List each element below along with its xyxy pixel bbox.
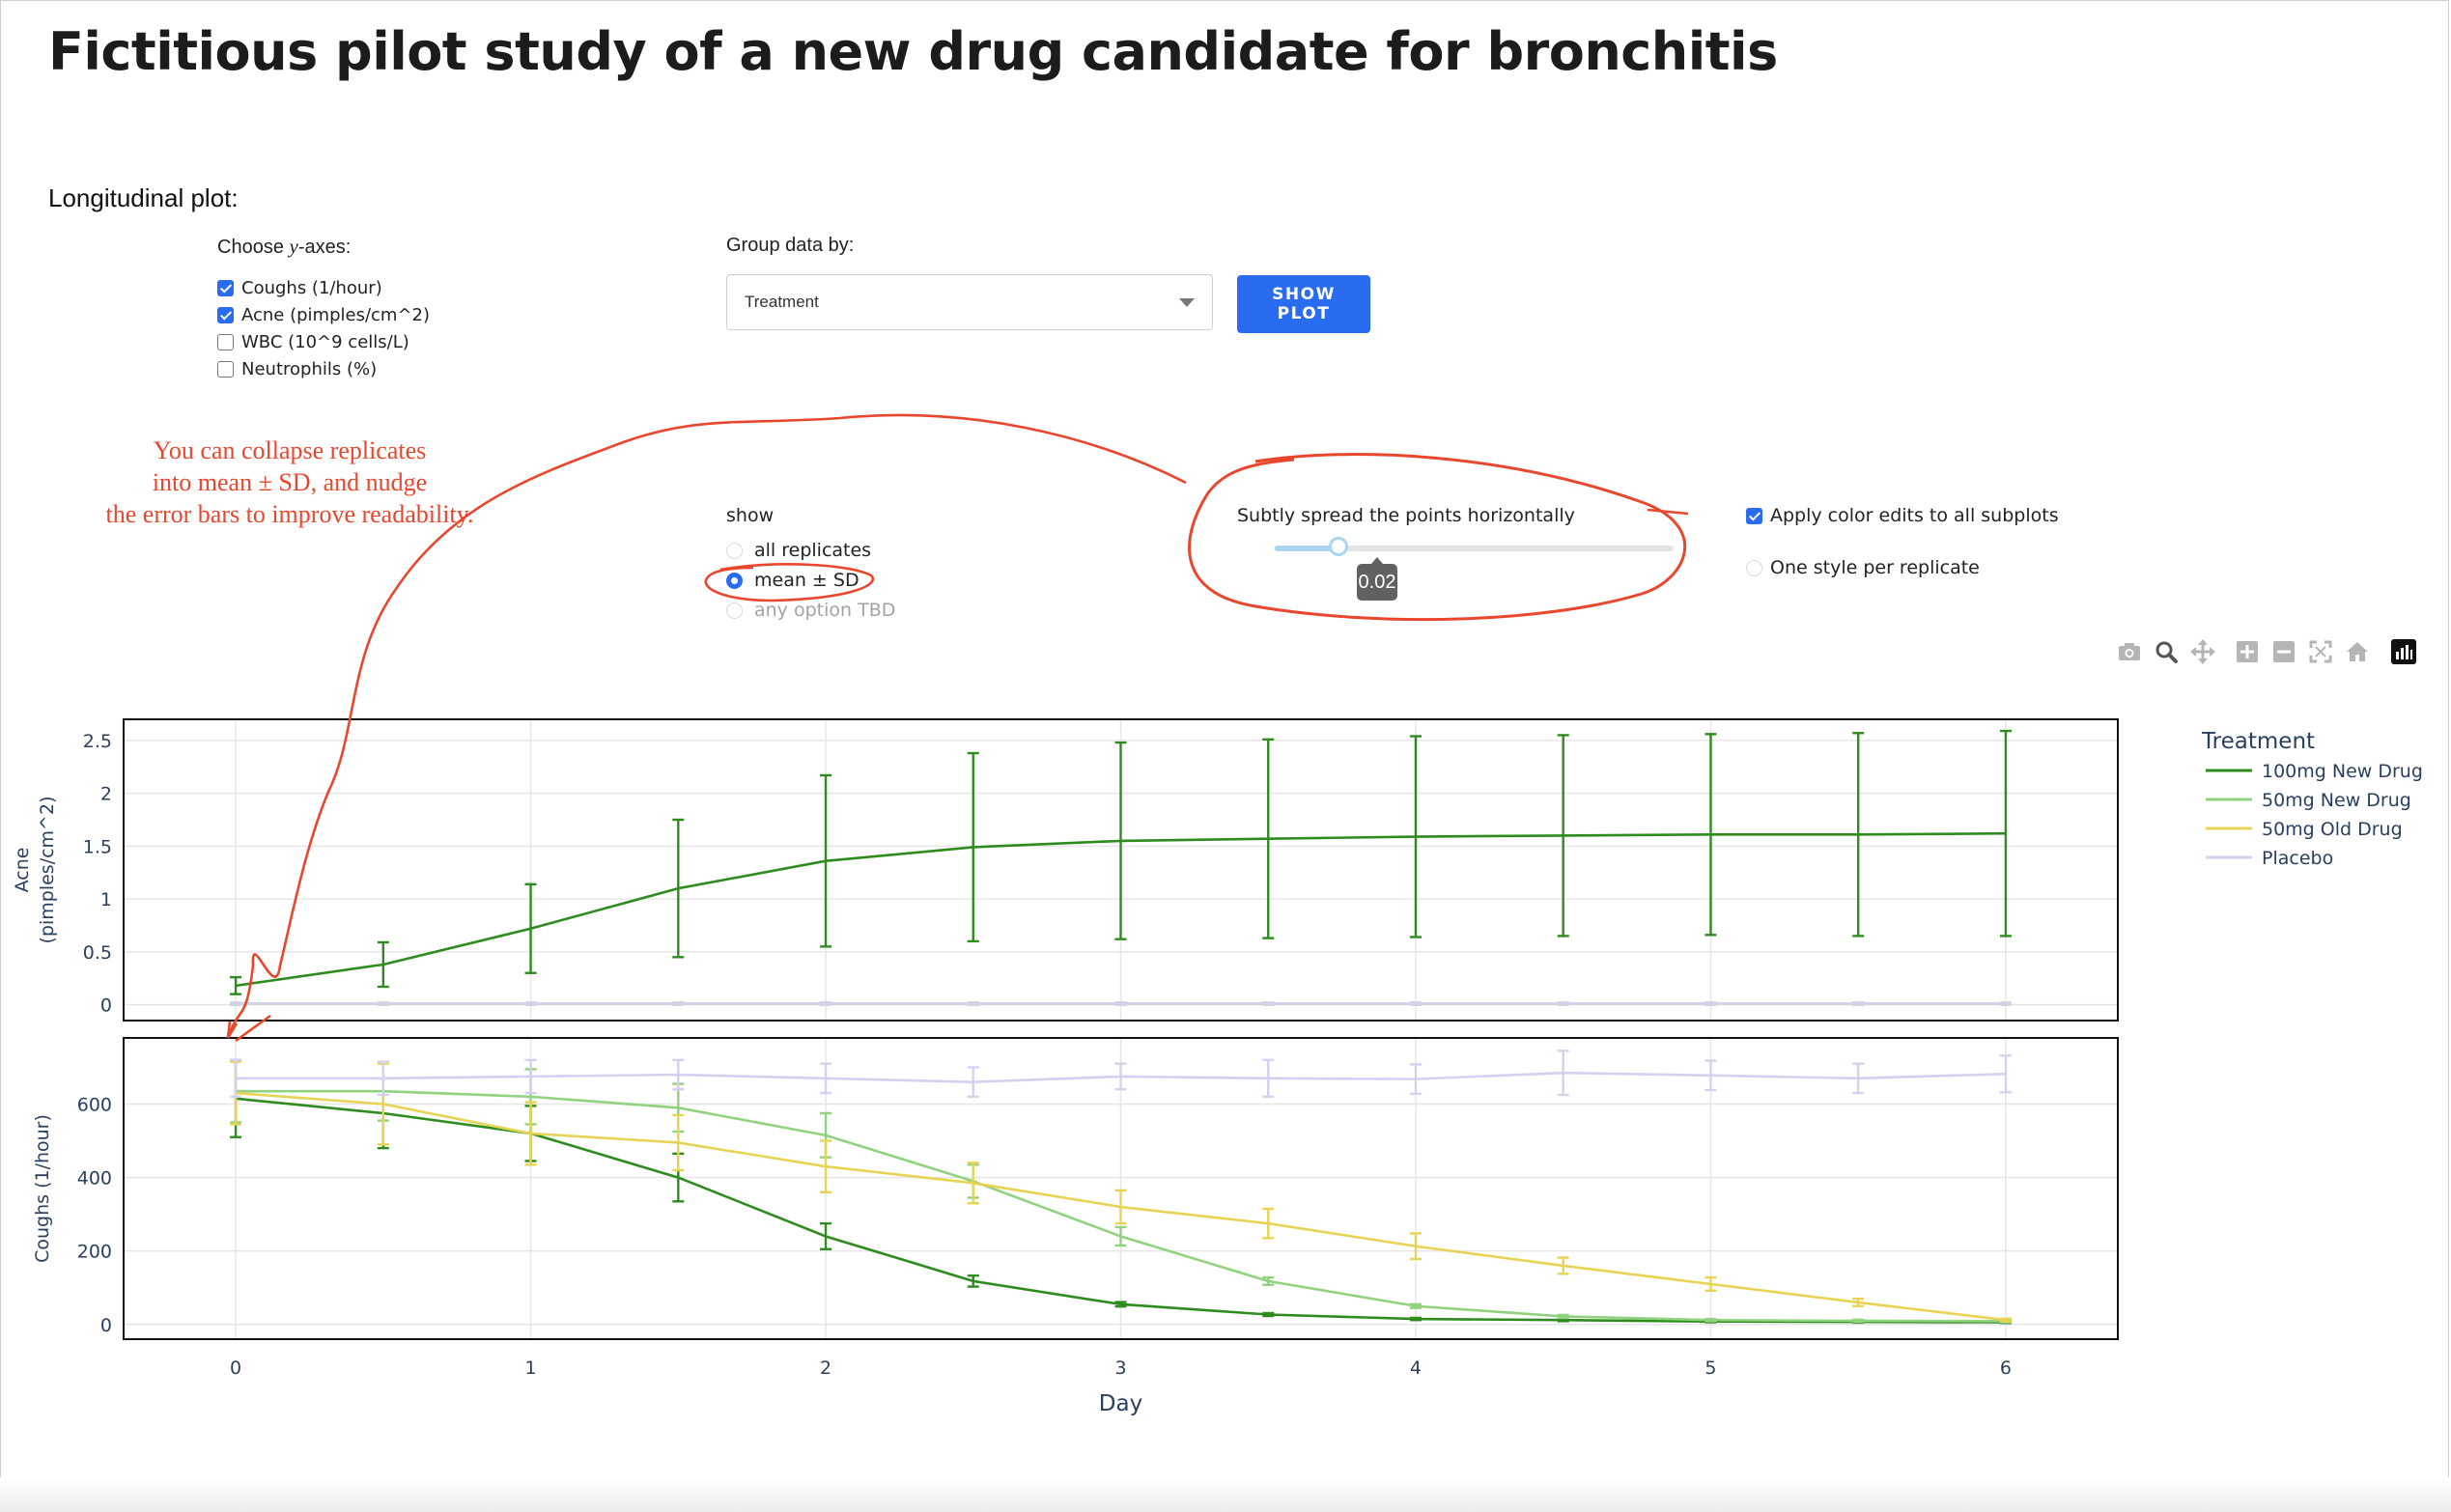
y-axis-option-coughs[interactable]: Coughs (1/hour) [217,274,382,301]
subplot-acne [123,718,2119,1022]
checkbox-checked-icon[interactable] [217,306,234,323]
y-tick-label: 0.5 [83,942,112,964]
y-axes-label-prefix: Choose [217,237,290,258]
y-axes-label-suffix: -axes: [297,237,352,258]
zoom-in-icon[interactable] [2231,635,2264,668]
annotation-text: You can collapse replicates into mean ± … [39,434,541,530]
checkbox-checked-icon[interactable] [217,279,234,296]
y-axis-option-wbc[interactable]: WBC (10^9 cells/L) [217,328,409,355]
y-axis-option-label: Coughs (1/hour) [241,277,382,298]
plot-modebar [2113,635,2424,668]
page-title: Fictitious pilot study of a new drug can… [48,21,1778,82]
y-axes-label: Choose y-axes: [217,235,351,259]
subplot-coughs [123,1037,2119,1340]
legend-item: 50mg New Drug [2262,790,2411,811]
autoscale-icon[interactable] [2304,635,2337,668]
legend [2206,769,2252,859]
y-axis-option-neutrophils[interactable]: Neutrophils (%) [217,355,377,382]
y-axis-option-label: Neutrophils (%) [241,358,378,379]
checkbox-unchecked-icon[interactable] [217,360,234,378]
home-icon[interactable] [2341,635,2374,668]
x-tick-label: 3 [1114,1358,1126,1379]
y-tick-label: 1.5 [83,836,112,857]
y-tick-label: 0 [100,1315,112,1336]
y-tick-label: 600 [77,1094,112,1115]
y-axis-label: Acne [12,848,33,893]
one-style-per-replicate-option[interactable]: One style per replicate [1746,554,1980,581]
caret-down-icon[interactable] [1179,298,1195,307]
x-tick-label: 4 [1410,1358,1422,1379]
y-tick-label: 200 [77,1242,112,1263]
x-axis-label: Day [1099,1391,1142,1416]
x-tick-label: 6 [2000,1358,2012,1379]
section-label: Longitudinal plot: [48,183,239,212]
show-plot-button[interactable]: SHOW PLOT [1237,275,1370,333]
y-axis-option-acne[interactable]: Acne (pimples/cm^2) [217,301,430,328]
y-axes-label-var: y [289,235,298,258]
y-tick-label: 2 [100,784,112,805]
camera-icon[interactable] [2113,635,2146,668]
pan-icon[interactable] [2186,635,2219,668]
apply-color-edits-label: Apply color edits to all subplots [1770,505,2059,526]
y-tick-label: 2.5 [83,731,112,752]
y-axis-label: Coughs (1/hour) [32,1114,53,1263]
x-tick-label: 2 [820,1358,831,1379]
zoom-out-icon[interactable] [2268,635,2300,668]
zoom-icon[interactable] [2150,635,2183,668]
apply-color-edits-option[interactable]: Apply color edits to all subplots [1746,502,2059,529]
plotly-logo-icon[interactable] [2387,635,2420,668]
y-axis-label: (pimples/cm^2) [37,797,58,944]
legend-item: 100mg New Drug [2262,761,2423,782]
y-tick-label: 0 [100,995,112,1017]
group-by-label: Group data by: [726,235,855,256]
group-by-select[interactable]: Treatment [726,274,1213,330]
y-axis-option-label: Acne (pimples/cm^2) [241,304,431,325]
legend-title: Treatment [2201,729,2315,754]
one-style-per-replicate-label: One style per replicate [1770,557,1980,578]
legend-item: 50mg Old Drug [2262,819,2403,840]
checkbox-checked-icon[interactable] [1746,507,1762,524]
y-tick-label: 1 [100,889,112,910]
group-by-selected: Treatment [745,293,819,311]
y-axis-option-label: WBC (10^9 cells/L) [241,331,409,352]
y-tick-label: 400 [77,1168,112,1190]
x-tick-label: 0 [230,1358,241,1379]
checkbox-unchecked-icon[interactable] [1746,559,1762,576]
annotation-line: the error bars to improve readability. [105,500,474,528]
annotation-line: into mean ± SD, and nudge [152,468,428,496]
annotation-line: You can collapse replicates [153,436,427,464]
window-bottom-strip [0,1477,2451,1512]
x-tick-label: 5 [1704,1358,1716,1379]
checkbox-unchecked-icon[interactable] [217,333,234,350]
legend-item: Placebo [2262,848,2333,869]
x-tick-label: 1 [525,1358,537,1379]
